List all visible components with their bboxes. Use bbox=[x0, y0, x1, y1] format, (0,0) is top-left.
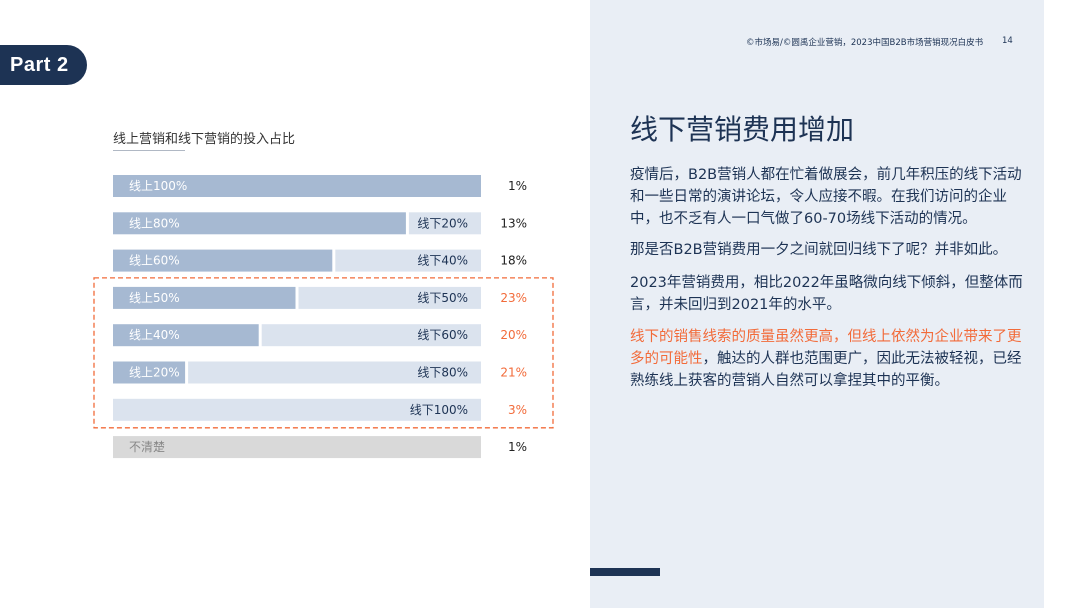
share-label: 23% bbox=[500, 291, 527, 305]
bar-label-online: 线上80% bbox=[129, 216, 180, 230]
bar-label-online: 线上100% bbox=[129, 179, 187, 193]
right-panel bbox=[590, 0, 1044, 608]
bar-label-online: 线上40% bbox=[129, 328, 180, 342]
paragraph-4-rest: ，触达的人群也范围更广，因此无法被轻视，已经熟练线上获客的营销人自然可以拿捏其中… bbox=[630, 351, 1022, 389]
bar-unclear bbox=[113, 436, 481, 459]
bar-label-online: 线上20% bbox=[129, 366, 180, 380]
bar-label-offline: 线下100% bbox=[410, 403, 468, 417]
bar-label-offline: 线下40% bbox=[417, 254, 468, 268]
share-label: 18% bbox=[500, 254, 527, 268]
share-label: 21% bbox=[500, 366, 527, 380]
share-label: 20% bbox=[500, 328, 527, 342]
bar-offline bbox=[408, 212, 481, 235]
page-title: 线下营销费用增加 bbox=[630, 113, 855, 146]
bar-offline bbox=[188, 361, 481, 384]
share-label: 1% bbox=[508, 179, 527, 193]
bar-label-offline: 线下60% bbox=[417, 328, 468, 342]
bar-label-offline: 线下20% bbox=[417, 216, 468, 230]
page-number: 14 bbox=[1002, 36, 1013, 46]
paragraph-4: 线下的销售线索的质量虽然更高，但线上依然为企业带来了更多的可能性，触达的人群也范… bbox=[630, 326, 1028, 392]
bar-online bbox=[113, 361, 186, 384]
bar-offline bbox=[261, 324, 481, 347]
bar-label-offline: 线下50% bbox=[417, 291, 468, 305]
bar-label-offline: 线下80% bbox=[417, 366, 468, 380]
title-underline bbox=[113, 150, 185, 151]
paragraph-2: 那是否B2B营销费用一夕之间就回归线下了呢？并非如此。 bbox=[630, 242, 1008, 258]
bar-online bbox=[113, 212, 406, 235]
bar-offline bbox=[113, 398, 481, 421]
bar-label-online: 线上50% bbox=[129, 291, 180, 305]
part-badge: Part 2 bbox=[0, 45, 87, 85]
paragraph-1: 疫情后，B2B营销人都在忙着做展会，前几年积压的线下活动和一些日常的演讲论坛，令… bbox=[630, 167, 1022, 227]
bar-label-online: 线上60% bbox=[129, 254, 180, 268]
bar-label-unclear: 不清楚 bbox=[129, 440, 165, 454]
bar-offline bbox=[335, 249, 481, 272]
paragraph-3: 2023年营销费用，相比2022年虽略微向线下倾斜，但整体而言，并未回归到202… bbox=[630, 275, 1023, 313]
bar-online bbox=[113, 286, 296, 309]
source-note: ©市场易/©圆禹企业营销，2023中国B2B市场营销现况白皮书 bbox=[746, 38, 984, 48]
share-label: 1% bbox=[508, 440, 527, 454]
bar-offline bbox=[298, 286, 481, 309]
bottom-accent-bar bbox=[590, 568, 660, 576]
share-label: 13% bbox=[500, 216, 527, 230]
share-label: 3% bbox=[508, 403, 527, 417]
chart-title: 线上营销和线下营销的投入占比 bbox=[113, 132, 296, 147]
bar-online bbox=[113, 324, 259, 347]
bar-online bbox=[113, 175, 481, 197]
bar-online bbox=[113, 249, 333, 272]
paragraph-4-highlight: 线下的销售线索的质量虽然更高，但线上依然为企业带来了更多的可能性 bbox=[630, 329, 1022, 367]
